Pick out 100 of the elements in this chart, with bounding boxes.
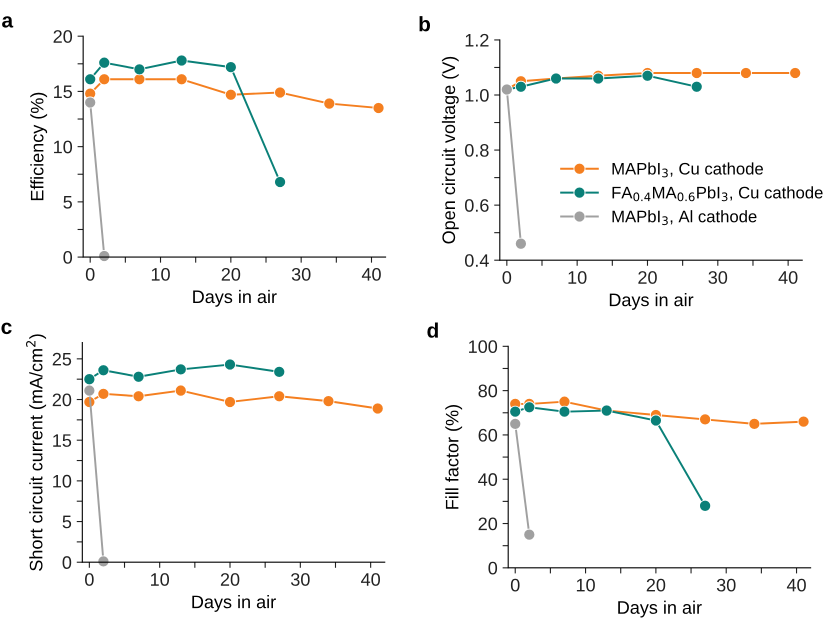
point [558, 406, 570, 418]
x-tick-label: 0 [502, 271, 512, 284]
x-tick-label: 20 [638, 271, 657, 284]
y-tick-label: 40 [478, 473, 498, 486]
point [97, 388, 110, 400]
x-tick-label: 30 [290, 573, 310, 586]
legend-label: FA$_{0.4}$MA$_{0.6}$PbI$_{3}$, Cu cathode [612, 186, 823, 202]
y-tick-label: 1.0 [466, 88, 489, 102]
point [274, 86, 286, 98]
point [523, 401, 536, 414]
chart-title: c [1, 322, 12, 334]
x-tick-label: 20 [220, 573, 240, 586]
x-tick-label: 0 [86, 268, 95, 281]
point [176, 73, 188, 86]
point [133, 73, 146, 86]
point [650, 414, 662, 427]
y-tick-label: 20 [52, 393, 72, 406]
x-tick-label: 40 [362, 268, 381, 281]
point [83, 373, 96, 386]
point [174, 363, 187, 376]
x-axis-title: Days in air [193, 290, 277, 307]
x-tick-label: 10 [576, 578, 595, 592]
x-tick-label: 0 [85, 573, 94, 586]
y-axis-title: Efficiency (%) [30, 92, 48, 200]
y-tick-label: 10 [54, 140, 72, 154]
y-tick-label: 5 [62, 516, 72, 528]
point [514, 238, 527, 250]
point [98, 73, 110, 86]
point [740, 67, 752, 79]
point [273, 366, 286, 378]
point [789, 67, 802, 79]
point [690, 67, 703, 79]
point [748, 418, 760, 430]
x-tick-label: 40 [361, 573, 380, 586]
legend-label: MAPbI$_{3}$, Cu cathode [612, 162, 763, 178]
point [133, 63, 146, 76]
point [323, 98, 336, 110]
y-tick-label: 15 [53, 434, 72, 447]
y-tick-label: 0.6 [464, 199, 489, 212]
x-tick-label: 40 [786, 578, 806, 592]
y-tick-label: 60 [478, 428, 498, 442]
point [558, 396, 570, 408]
chart-title: a [2, 16, 14, 28]
point [84, 73, 96, 86]
x-tick-label: 30 [708, 271, 728, 284]
point [509, 418, 522, 430]
point [98, 56, 110, 69]
point [132, 370, 145, 383]
point [523, 528, 536, 541]
y-tick-label: 0.4 [464, 254, 489, 267]
y-tick-label: 20 [54, 30, 72, 43]
point [224, 61, 237, 74]
point [642, 70, 654, 82]
chart-title: b [420, 16, 430, 32]
x-tick-label: 10 [151, 573, 170, 586]
point [514, 80, 527, 93]
y-axis-title: Short circuit current (mA/cm$^{2}$) [26, 334, 46, 571]
y-tick-label: 5 [63, 196, 72, 209]
x-tick-label: 10 [568, 271, 586, 284]
y-tick-label: 80 [478, 384, 498, 398]
legend-label: MAPbI$_{3}$, Al cathode [612, 210, 756, 226]
x-tick-label: 10 [152, 268, 170, 281]
point [509, 406, 522, 418]
chart-title: d [427, 322, 438, 338]
y-axis-title: Open circuit voltage (V) [442, 56, 459, 244]
point [273, 390, 286, 402]
point [592, 72, 604, 84]
y-tick-label: 15 [54, 86, 72, 98]
point [132, 390, 145, 402]
point [84, 96, 96, 108]
point [699, 413, 712, 426]
x-axis-title: Days in air [610, 293, 694, 310]
point [372, 402, 384, 414]
point [322, 395, 334, 408]
y-tick-label: 0 [63, 251, 72, 264]
x-tick-label: 40 [778, 271, 798, 284]
y-tick-label: 25 [52, 352, 72, 366]
x-tick-label: 0 [510, 578, 520, 592]
x-tick-label: 20 [646, 578, 666, 592]
y-tick-label: 0 [488, 562, 498, 575]
point [224, 396, 236, 408]
point [174, 384, 187, 397]
point [798, 416, 810, 428]
point [699, 500, 712, 512]
x-axis-title: Days in air [192, 595, 276, 612]
point [224, 88, 237, 101]
y-tick-label: 0 [62, 556, 72, 569]
x-tick-label: 30 [292, 268, 311, 281]
y-tick-label: 0.8 [464, 144, 489, 157]
x-tick-label: 30 [716, 578, 736, 592]
x-axis-title: Days in air [618, 600, 702, 618]
point [224, 358, 236, 371]
point [176, 54, 188, 66]
x-tick-label: 20 [222, 268, 240, 281]
y-tick-label: 1.2 [466, 34, 488, 46]
point [372, 102, 385, 114]
point [274, 176, 286, 188]
point [97, 364, 110, 376]
y-tick-label: 10 [53, 474, 72, 488]
point [690, 80, 703, 93]
